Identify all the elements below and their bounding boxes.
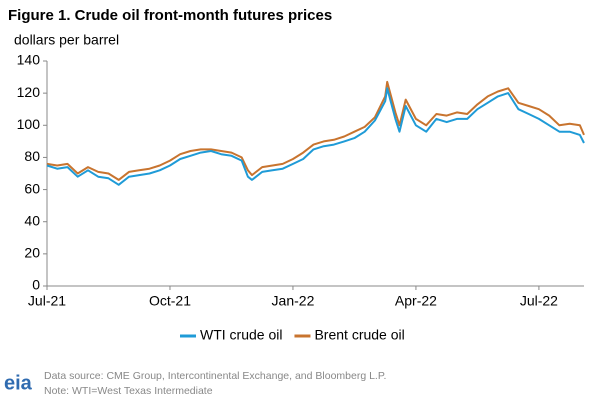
y-tick-label: 40: [24, 212, 40, 228]
x-tick-label: Jul-22: [520, 293, 558, 309]
x-tick-label: Jan-22: [272, 293, 315, 309]
y-tick-label: 140: [17, 52, 41, 68]
logo: eia: [4, 372, 33, 394]
y-tick-label: 0: [32, 277, 40, 293]
y-tick-label: 80: [24, 148, 40, 164]
legend-label: WTI crude oil: [200, 327, 282, 343]
chart-title: Figure 1. Crude oil front-month futures …: [8, 7, 332, 24]
x-tick-label: Apr-22: [395, 293, 437, 309]
series-line: [46, 80, 585, 181]
footnote: Note: WTI=West Texas Intermediate: [44, 385, 213, 397]
x-tick-label: Oct-21: [149, 293, 191, 309]
y-tick-label: 60: [24, 180, 40, 196]
x-tick-label: Jul-21: [28, 293, 66, 309]
source-note: Data source: CME Group, Intercontinental…: [44, 370, 386, 382]
legend-label: Brent crude oil: [314, 327, 404, 343]
series-line: [46, 87, 585, 186]
y-tick-label: 20: [24, 245, 40, 261]
y-tick-label: 100: [17, 116, 41, 132]
y-axis-label: dollars per barrel: [14, 32, 119, 48]
y-tick-label: 120: [17, 84, 41, 100]
